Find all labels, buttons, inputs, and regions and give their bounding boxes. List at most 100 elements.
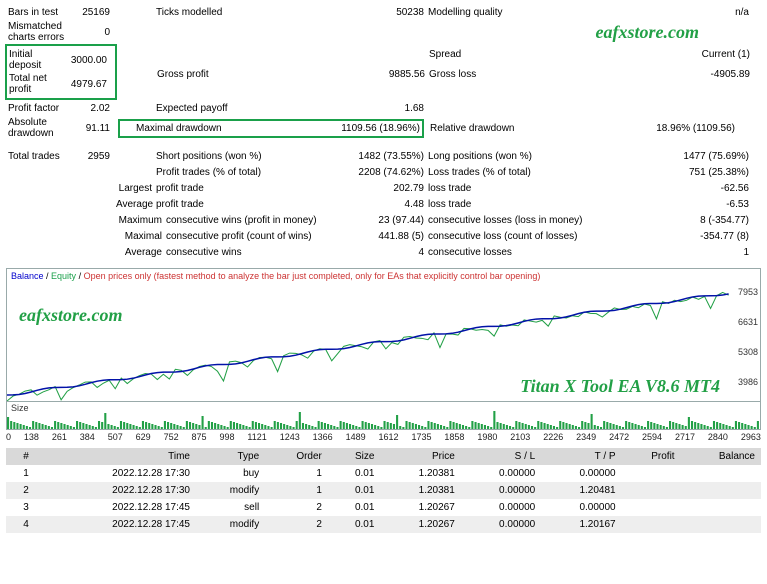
gross-profit-value: 9885.56 <box>327 69 425 80</box>
watermark-chart: eafxstore.com <box>19 305 122 326</box>
absolute-drawdown-value: 91.11 <box>68 123 116 134</box>
table-cell: 0.01 <box>328 499 381 516</box>
xtick: 1980 <box>477 432 497 442</box>
profit-trades-value: 2208 (74.62%) <box>326 167 424 178</box>
table-cell: 1.20381 <box>380 465 460 482</box>
mismatched-label: Mismatched charts errors <box>8 21 68 43</box>
legend-equity: Equity <box>51 271 76 281</box>
table-row[interactable]: 32022.12.28 17:45sell20.011.202670.00000… <box>6 499 761 516</box>
table-cell: 0.01 <box>328 516 381 533</box>
table-header: # <box>6 448 46 465</box>
table-cell: 1 <box>6 465 46 482</box>
table-row[interactable]: 12022.12.28 17:30buy10.011.203810.000000… <box>6 465 761 482</box>
average-loss-text: loss trade <box>424 199 574 210</box>
xtick: 2349 <box>576 432 596 442</box>
max-cons-wins-value: 23 (97.44) <box>326 215 424 226</box>
largest-profit-value: 202.79 <box>326 183 424 194</box>
xtick: 998 <box>219 432 234 442</box>
table-cell: 0.00000 <box>541 465 621 482</box>
ylabel-3: 3986 <box>738 377 758 387</box>
table-cell <box>681 465 761 482</box>
table-cell: modify <box>196 516 265 533</box>
table-header: Price <box>380 448 460 465</box>
avg-cons-wins-value: 4 <box>326 247 424 258</box>
xtick: 2472 <box>609 432 629 442</box>
table-row[interactable]: 22022.12.28 17:30modify10.011.203810.000… <box>6 482 761 499</box>
gross-profit-label: Gross profit <box>157 69 327 80</box>
xtick: 2840 <box>708 432 728 442</box>
xtick: 1121 <box>247 432 266 442</box>
average2-label: Average <box>116 247 166 258</box>
long-positions-label: Long positions (won %) <box>424 151 574 162</box>
table-cell: 4 <box>6 516 46 533</box>
table-cell <box>681 482 761 499</box>
table-cell: 3 <box>6 499 46 516</box>
xtick: 384 <box>80 432 95 442</box>
xtick: 507 <box>108 432 123 442</box>
xtick: 1735 <box>411 432 431 442</box>
avg-cons-wins-text: consecutive wins <box>166 247 326 258</box>
table-cell: buy <box>196 465 265 482</box>
table-cell <box>622 465 681 482</box>
xtick: 1858 <box>444 432 464 442</box>
total-net-profit-value: 4979.67 <box>65 79 113 90</box>
table-cell: 2 <box>265 499 328 516</box>
maximal-cons-profit-value: 441.88 (5) <box>326 231 424 242</box>
chart-xaxis: 0138261384507629752875998112112431366148… <box>0 430 767 444</box>
xtick: 2963 <box>741 432 761 442</box>
xtick: 1243 <box>280 432 300 442</box>
short-positions-label: Short positions (won %) <box>156 151 326 162</box>
spread-label: Spread <box>425 49 575 60</box>
table-cell: 1.20481 <box>541 482 621 499</box>
table-cell <box>622 499 681 516</box>
average-profit-value: 4.48 <box>326 199 424 210</box>
expected-payoff-value: 1.68 <box>326 103 424 114</box>
table-cell: 0.00000 <box>461 499 541 516</box>
loss-trades-label: Loss trades (% of total) <box>424 167 574 178</box>
loss-trades-value: 751 (25.38%) <box>574 167 749 178</box>
ylabel-2: 5308 <box>738 347 758 357</box>
table-header: Time <box>46 448 196 465</box>
relative-drawdown-value: 18.96% (1109.56) <box>576 123 735 134</box>
maximum-label: Maximum <box>116 215 166 226</box>
modelling-quality-label: Modelling quality <box>424 7 574 18</box>
xtick: 752 <box>164 432 179 442</box>
xtick: 1612 <box>379 432 399 442</box>
table-cell: 0.01 <box>328 482 381 499</box>
xtick: 2226 <box>543 432 563 442</box>
size-bars-svg <box>7 409 760 429</box>
xtick: 138 <box>24 432 39 442</box>
table-cell: 2022.12.28 17:45 <box>46 499 196 516</box>
average-profit-text: profit trade <box>156 199 326 210</box>
xtick: 2717 <box>675 432 695 442</box>
table-cell: 0.00000 <box>461 482 541 499</box>
maximal-cons-loss-value: -354.77 (8) <box>604 231 749 242</box>
initial-deposit-label: Initial deposit <box>9 49 65 71</box>
profit-factor-label: Profit factor <box>8 103 68 114</box>
maximal-cons-loss-text: consecutive loss (count of losses) <box>424 231 604 242</box>
legend-open: Open prices only (fastest method to anal… <box>84 271 541 281</box>
chart-title: Titan X Tool EA V8.6 MT4 <box>520 376 720 397</box>
table-cell: 1.20267 <box>380 499 460 516</box>
table-header: S / L <box>461 448 541 465</box>
ylabel-0: 7953 <box>738 287 758 297</box>
maximal-cons-profit-text: consecutive profit (count of wins) <box>166 231 326 242</box>
bars-in-test-value: 25169 <box>68 7 116 18</box>
table-cell: 1 <box>265 465 328 482</box>
largest-profit-text: profit trade <box>156 183 326 194</box>
average-label: Average <box>116 199 156 210</box>
profit-factor-value: 2.02 <box>68 103 116 114</box>
maximal-drawdown-value: 1109.56 (18.96%) <box>322 123 420 134</box>
xtick: 1489 <box>346 432 366 442</box>
maximal-drawdown-box: Maximal drawdown 1109.56 (18.96%) <box>118 119 424 138</box>
maximal-drawdown-label: Maximal drawdown <box>136 123 322 134</box>
table-row[interactable]: 42022.12.28 17:45modify20.011.202670.000… <box>6 516 761 533</box>
spread-value: Current (1) <box>575 49 750 60</box>
table-header-row: #TimeTypeOrderSizePriceS / LT / PProfitB… <box>6 448 761 465</box>
table-cell: 0.00000 <box>461 516 541 533</box>
size-subplot: Size <box>7 401 760 429</box>
legend-balance: Balance <box>11 271 44 281</box>
table-cell: 1.20267 <box>380 516 460 533</box>
table-cell: 1.20381 <box>380 482 460 499</box>
avg-cons-losses-value: 1 <box>604 247 749 258</box>
